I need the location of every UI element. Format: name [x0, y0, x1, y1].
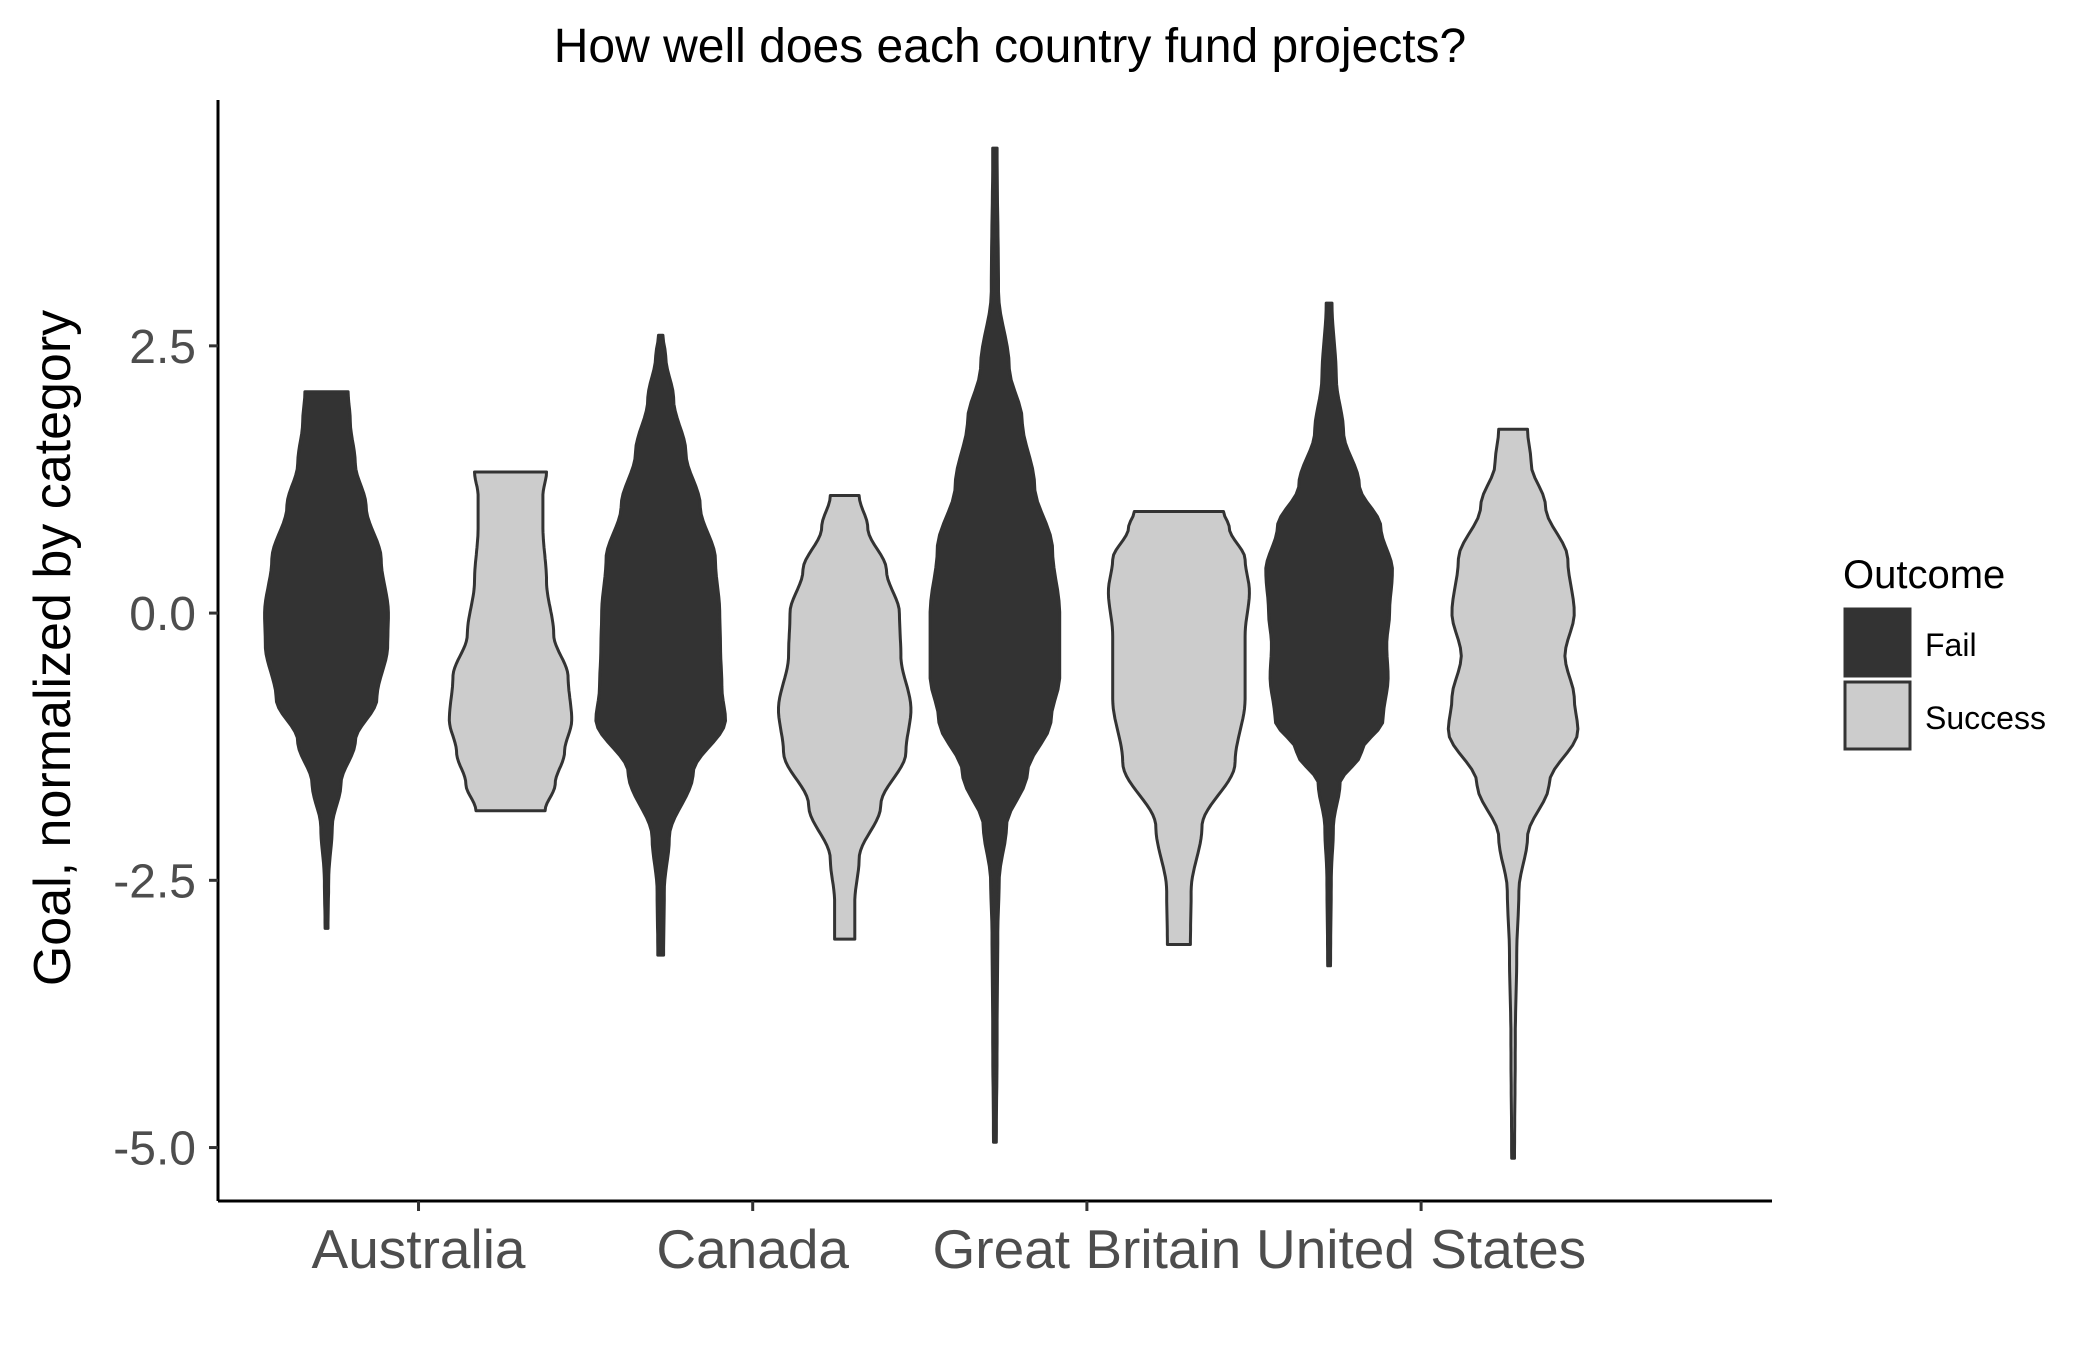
- chart-title: How well does each country fund projects…: [554, 20, 1467, 73]
- legend-swatch-success: [1843, 680, 1912, 751]
- violin-fail-australia: [263, 390, 390, 930]
- y-tick-label: -5.0: [113, 1123, 196, 1176]
- y-tick-label: 0.0: [129, 588, 196, 641]
- y-tick-label: 2.5: [129, 321, 196, 374]
- legend-label-fail: Fail: [1925, 627, 1977, 663]
- violin-fail-great-britain: [928, 146, 1062, 1144]
- violin-success-canada: [777, 494, 913, 941]
- violin-fail-canada: [594, 333, 727, 957]
- x-tick-label: Great Britain: [933, 1218, 1242, 1280]
- x-tick-label: Canada: [656, 1218, 849, 1280]
- violin-fail-united-states: [1264, 301, 1394, 968]
- violin-success-united-states: [1446, 427, 1580, 1160]
- y-axis: 2.5 0.0 -2.5 -5.0: [113, 100, 220, 1201]
- violin-success-great-britain: [1106, 510, 1251, 946]
- y-axis-label: Goal, normalized by category: [24, 310, 82, 986]
- y-tick-label: -2.5: [113, 855, 196, 908]
- x-axis: Australia Canada Great Britain United State…: [218, 1199, 1772, 1280]
- legend-title: Outcome: [1843, 553, 2005, 597]
- legend: Outcome Fail Success: [1843, 553, 2046, 751]
- legend-swatch-fail: [1843, 607, 1912, 678]
- legend-label-success: Success: [1925, 700, 2046, 736]
- x-tick-label: Australia: [312, 1218, 526, 1280]
- violin-success-australia: [447, 470, 574, 813]
- x-tick-label: United States: [1256, 1218, 1586, 1280]
- plot-area: [263, 146, 1580, 1160]
